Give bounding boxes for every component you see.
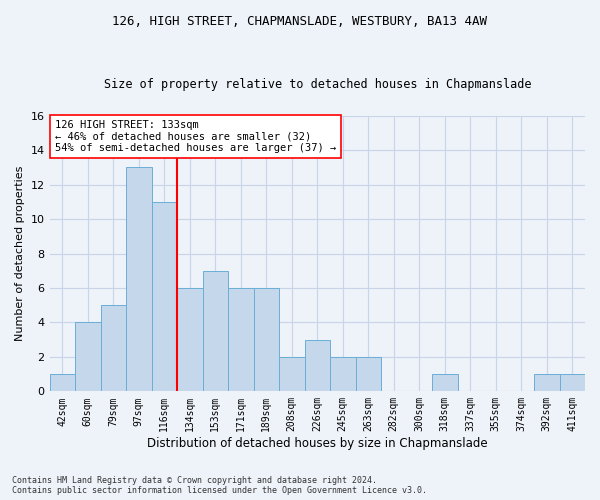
Bar <box>432 374 458 392</box>
Text: Contains HM Land Registry data © Crown copyright and database right 2024.
Contai: Contains HM Land Registry data © Crown c… <box>12 476 427 495</box>
Bar <box>330 357 356 392</box>
Bar <box>356 357 381 392</box>
Bar <box>228 288 254 392</box>
Bar <box>50 374 75 392</box>
Bar <box>126 168 152 392</box>
Bar <box>152 202 177 392</box>
Bar <box>305 340 330 392</box>
Title: Size of property relative to detached houses in Chapmanslade: Size of property relative to detached ho… <box>104 78 531 91</box>
X-axis label: Distribution of detached houses by size in Chapmanslade: Distribution of detached houses by size … <box>147 437 488 450</box>
Bar <box>203 271 228 392</box>
Bar <box>560 374 585 392</box>
Bar <box>101 305 126 392</box>
Bar <box>177 288 203 392</box>
Text: 126, HIGH STREET, CHAPMANSLADE, WESTBURY, BA13 4AW: 126, HIGH STREET, CHAPMANSLADE, WESTBURY… <box>113 15 487 28</box>
Bar <box>75 322 101 392</box>
Bar <box>254 288 279 392</box>
Bar <box>534 374 560 392</box>
Y-axis label: Number of detached properties: Number of detached properties <box>15 166 25 341</box>
Bar <box>279 357 305 392</box>
Text: 126 HIGH STREET: 133sqm
← 46% of detached houses are smaller (32)
54% of semi-de: 126 HIGH STREET: 133sqm ← 46% of detache… <box>55 120 336 153</box>
